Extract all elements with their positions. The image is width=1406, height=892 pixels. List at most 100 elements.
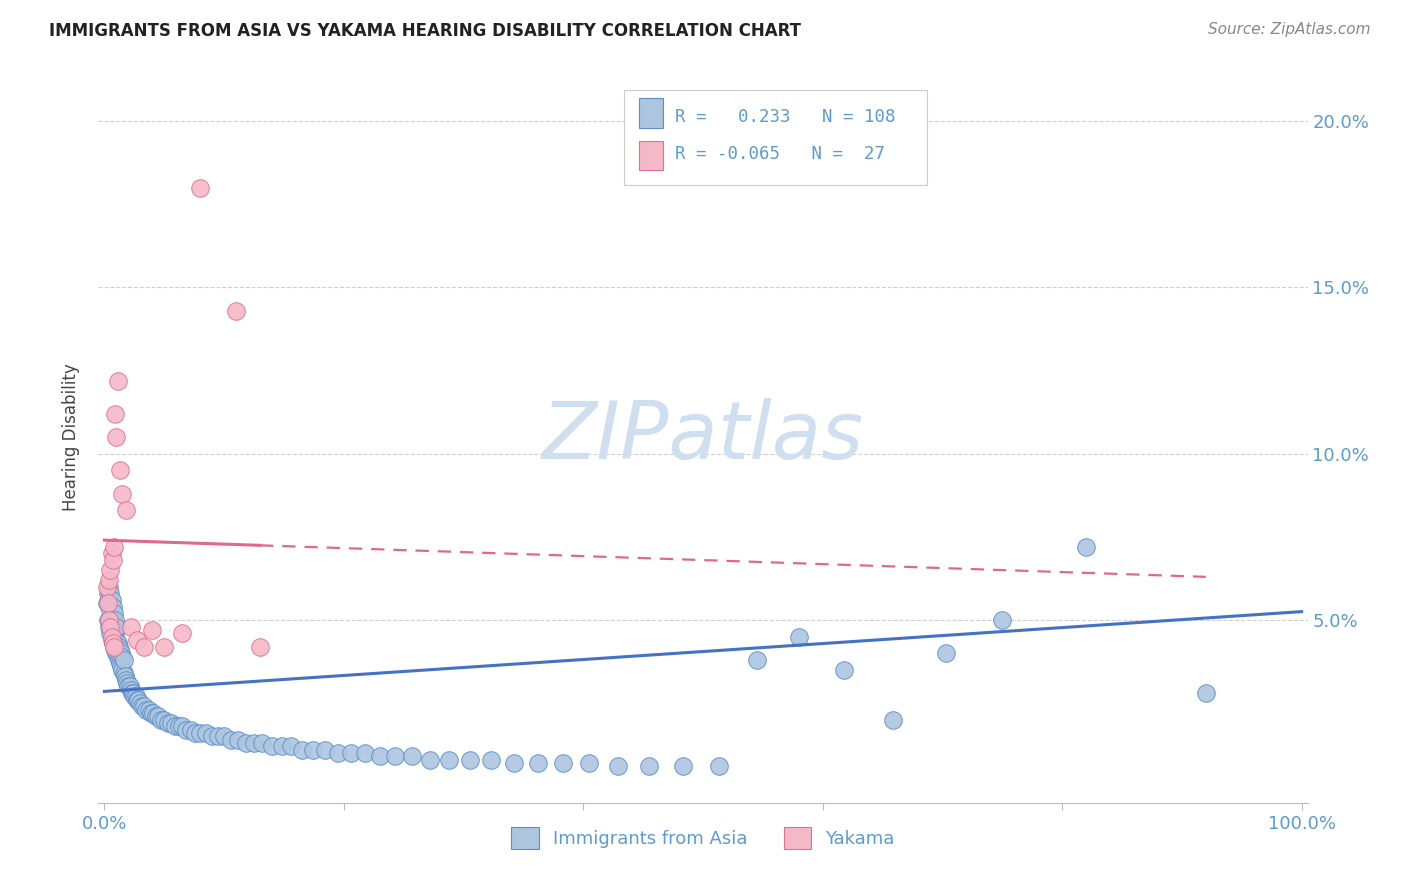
Legend: Immigrants from Asia, Yakama: Immigrants from Asia, Yakama [505,820,901,856]
Point [340,746,363,760]
Point [326,746,349,760]
Point [280,739,302,754]
Point [172,719,194,733]
Point [314,742,336,756]
Point [107,374,129,388]
Point [127,692,149,706]
Point [163,719,186,733]
Point [101,636,124,650]
Point [124,690,146,704]
Point [139,706,162,720]
Point [100,586,122,600]
Point [235,736,257,750]
Point [111,663,134,677]
Point [707,759,730,773]
Point [354,746,377,760]
Point [141,623,163,637]
Point [882,713,904,727]
Point [180,723,202,737]
Point [291,742,314,756]
Point [100,546,122,560]
Point [188,180,211,194]
Point [105,646,128,660]
Point [638,759,661,773]
Point [100,563,122,577]
Point [115,503,138,517]
Point [103,623,125,637]
Point [174,723,197,737]
Point [120,682,142,697]
Point [129,696,152,710]
Point [153,713,176,727]
Point [100,619,122,633]
Point [526,756,548,770]
Point [201,729,224,743]
Point [107,640,129,654]
Point [98,613,121,627]
Point [787,630,810,644]
Point [115,673,138,687]
Point [101,599,124,614]
Point [122,686,145,700]
Point [124,690,146,704]
Point [419,753,441,767]
Point [108,643,131,657]
Point [160,716,183,731]
Point [104,626,127,640]
Point [260,739,283,754]
Point [132,640,155,654]
Point [243,736,266,750]
Y-axis label: Hearing Disability: Hearing Disability [62,363,80,511]
Point [103,540,125,554]
Point [401,749,423,764]
Point [437,753,460,767]
Point [148,709,170,723]
Point [111,486,134,500]
Point [111,649,134,664]
Point [156,716,179,731]
Point [101,553,124,567]
Point [149,713,172,727]
Point [100,632,122,647]
Point [121,686,143,700]
Point [384,749,406,764]
Point [1195,686,1218,700]
Point [167,719,190,733]
Point [101,636,124,650]
Point [100,626,122,640]
Point [1074,540,1097,554]
Point [212,729,235,743]
Point [832,663,855,677]
Point [118,680,141,694]
Text: ZIPatlas: ZIPatlas [541,398,865,476]
Point [103,607,125,621]
Point [103,640,125,654]
Point [110,646,132,660]
FancyBboxPatch shape [624,90,927,185]
FancyBboxPatch shape [638,98,664,128]
Point [98,580,121,594]
Point [101,619,124,633]
Point [195,726,218,740]
Point [249,640,271,654]
Point [131,699,153,714]
Point [132,699,155,714]
Point [745,653,768,667]
Point [991,613,1014,627]
Point [551,756,574,770]
Point [114,669,136,683]
Text: R = -0.065   N =  27: R = -0.065 N = 27 [675,145,886,162]
Point [112,666,135,681]
Text: IMMIGRANTS FROM ASIA VS YAKAMA HEARING DISABILITY CORRELATION CHART: IMMIGRANTS FROM ASIA VS YAKAMA HEARING D… [49,22,801,40]
Point [458,753,481,767]
Point [104,407,127,421]
Point [228,732,250,747]
Point [100,630,122,644]
Point [578,756,600,770]
Point [97,596,120,610]
Point [207,729,229,743]
Point [935,646,957,660]
Point [368,749,391,764]
Point [105,430,128,444]
Point [107,636,129,650]
